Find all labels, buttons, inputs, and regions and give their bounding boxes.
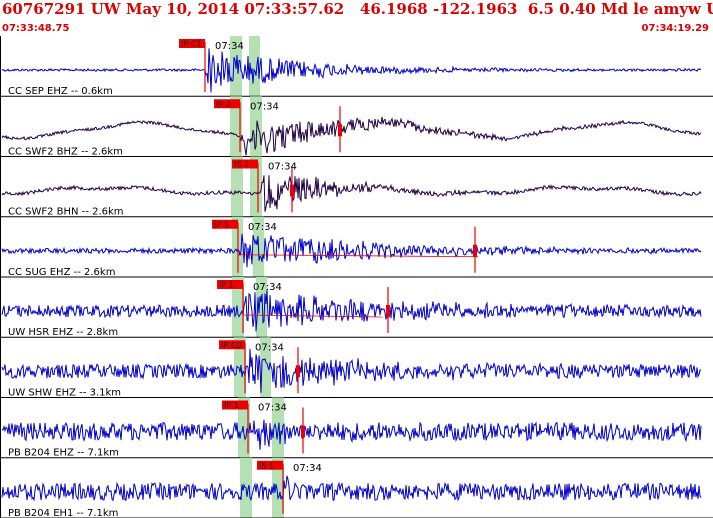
pick-label-box <box>222 400 248 410</box>
pick-window <box>250 156 262 217</box>
pick-label: IP C1 <box>181 40 201 49</box>
time-label: 07:34 <box>255 342 284 353</box>
station-label: CC SWF2 BHN -- 2.6km <box>8 207 124 218</box>
seismogram-panel[interactable]: IP C1 07:34 CC SEP EHZ -- 0.6km IP 2 07:34 CC… <box>0 36 713 518</box>
trace-row: IS 1 07:34 CC SWF2 BHN -- 2.6km <box>1 156 702 218</box>
trace-row: IP 1 07:34 UW HSR EHZ -- 2.8km <box>1 277 702 338</box>
trace-row: IP 1 07:34 CC SUG EHZ -- 2.6km <box>1 216 702 278</box>
pick-window <box>250 96 262 157</box>
time-label: 07:34 <box>215 41 244 52</box>
secondary-marker-box <box>290 184 294 197</box>
end-time-label: 07:34:19.29 <box>641 23 709 34</box>
pick-label-box <box>217 280 243 289</box>
time-label: 07:34 <box>253 282 282 293</box>
pick-label: IS 1 <box>234 160 249 169</box>
station-label: UW HSR EHZ -- 2.8km <box>8 327 118 338</box>
pick-window <box>232 277 244 338</box>
pick-label-box <box>212 219 238 229</box>
secondary-marker-box <box>473 244 477 257</box>
pick-window <box>231 156 243 217</box>
waveform-trace <box>1 116 702 156</box>
pick-label: IP 2 <box>216 100 231 109</box>
pick-window <box>238 397 250 458</box>
secondary-marker-box <box>386 305 390 317</box>
waveform-trace <box>1 48 702 93</box>
trace-row: IP C0 07:34 UW SHW EHZ -- 3.1km <box>1 337 702 398</box>
event-title: 60767291 UW May 10, 2014 07:33:57.62 46.… <box>2 0 713 18</box>
pick-window <box>256 277 267 338</box>
station-label: PB B204 EHZ -- 7.1km <box>8 448 119 459</box>
station-label: PB B204 EH1 -- 7.1km <box>8 508 118 518</box>
pick-window <box>272 457 284 518</box>
station-label: CC SWF2 BHZ -- 2.6km <box>8 146 123 157</box>
pick-label-box <box>219 340 245 350</box>
station-label: UW SHW EHZ -- 3.1km <box>8 387 121 398</box>
pick-label-box <box>179 39 205 48</box>
pick-window <box>260 337 271 398</box>
waveform-trace <box>1 419 702 450</box>
time-label: 07:34 <box>258 403 287 414</box>
start-time-label: 07:33:48.75 <box>2 23 70 34</box>
time-label: 07:34 <box>268 162 297 173</box>
time-label: 07:34 <box>293 463 322 474</box>
pick-label: IP 1 <box>214 220 229 229</box>
waveform-trace <box>1 348 702 393</box>
trace-row: IP 2 07:34 CC SWF2 BHZ -- 2.6km <box>1 96 702 157</box>
pick-label-box <box>232 159 258 169</box>
trace-row: IS 1 07:34 PB B204 EH1 -- 7.1km <box>1 457 702 518</box>
header-bar: 60767291 UW May 10, 2014 07:33:57.62 46.… <box>0 0 713 36</box>
pick-label: IS 1 <box>259 461 274 470</box>
coda-line <box>242 314 384 318</box>
coda-line <box>237 254 479 258</box>
pick-window <box>234 337 246 398</box>
pick-label-box <box>257 460 283 470</box>
pick-window <box>230 96 242 157</box>
waveform-trace <box>1 175 702 212</box>
trace-row: IP C1 07:34 CC SEP EHZ -- 0.6km <box>1 36 702 97</box>
pick-label: IP 1 <box>224 401 239 410</box>
pick-label: IP C0 <box>221 341 241 350</box>
waveform-trace <box>1 289 702 332</box>
waveform-trace <box>1 475 702 502</box>
secondary-marker-box <box>301 425 305 438</box>
secondary-marker-box <box>338 124 342 137</box>
secondary-marker-box <box>296 365 300 378</box>
station-label: CC SUG EHZ -- 2.6km <box>8 267 115 278</box>
station-label: CC SEP EHZ -- 0.6km <box>8 86 113 97</box>
trace-row: IP 1 07:34 PB B204 EHZ -- 7.1km <box>1 397 702 459</box>
pick-window <box>249 36 260 97</box>
waveform-trace <box>1 233 702 268</box>
pick-label: IP 1 <box>219 281 234 290</box>
time-label: 07:34 <box>250 101 279 112</box>
time-label: 07:34 <box>248 222 277 233</box>
pick-label-box <box>214 99 240 109</box>
